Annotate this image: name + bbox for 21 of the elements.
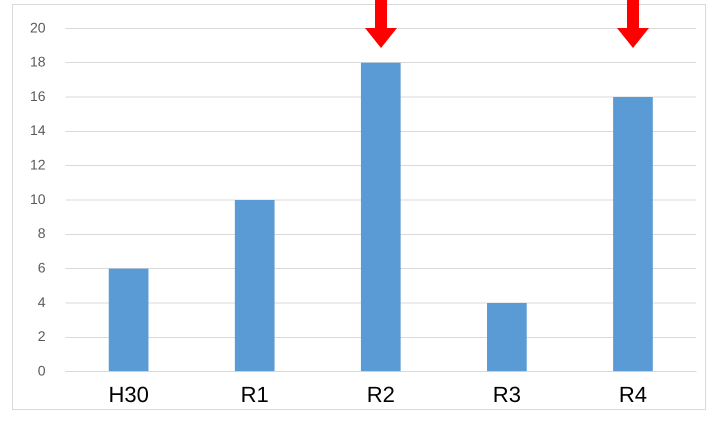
bar <box>360 62 401 372</box>
bar <box>613 97 653 372</box>
x-tick-label: R4 <box>618 382 648 407</box>
x-tick-label: R3 <box>492 382 521 407</box>
y-tick-label: 6 <box>38 260 46 276</box>
x-tick-label: R2 <box>366 382 395 407</box>
y-tick-label: 0 <box>38 362 46 378</box>
x-tick-label: R1 <box>240 382 269 407</box>
y-tick-label: 12 <box>30 156 46 173</box>
y-tick-label: 16 <box>30 88 46 104</box>
bar <box>234 200 275 372</box>
y-tick-label: 14 <box>30 122 46 138</box>
y-tick-label: 20 <box>30 19 46 36</box>
y-tick-label: 10 <box>30 190 46 207</box>
y-tick-label: 18 <box>30 54 46 70</box>
y-tick-label: 4 <box>38 294 46 310</box>
bar <box>108 268 148 372</box>
y-tick-label: 8 <box>38 225 46 242</box>
y-tick-label: 2 <box>38 328 46 344</box>
x-tick-label: H30 <box>108 382 149 407</box>
bar <box>487 302 527 372</box>
